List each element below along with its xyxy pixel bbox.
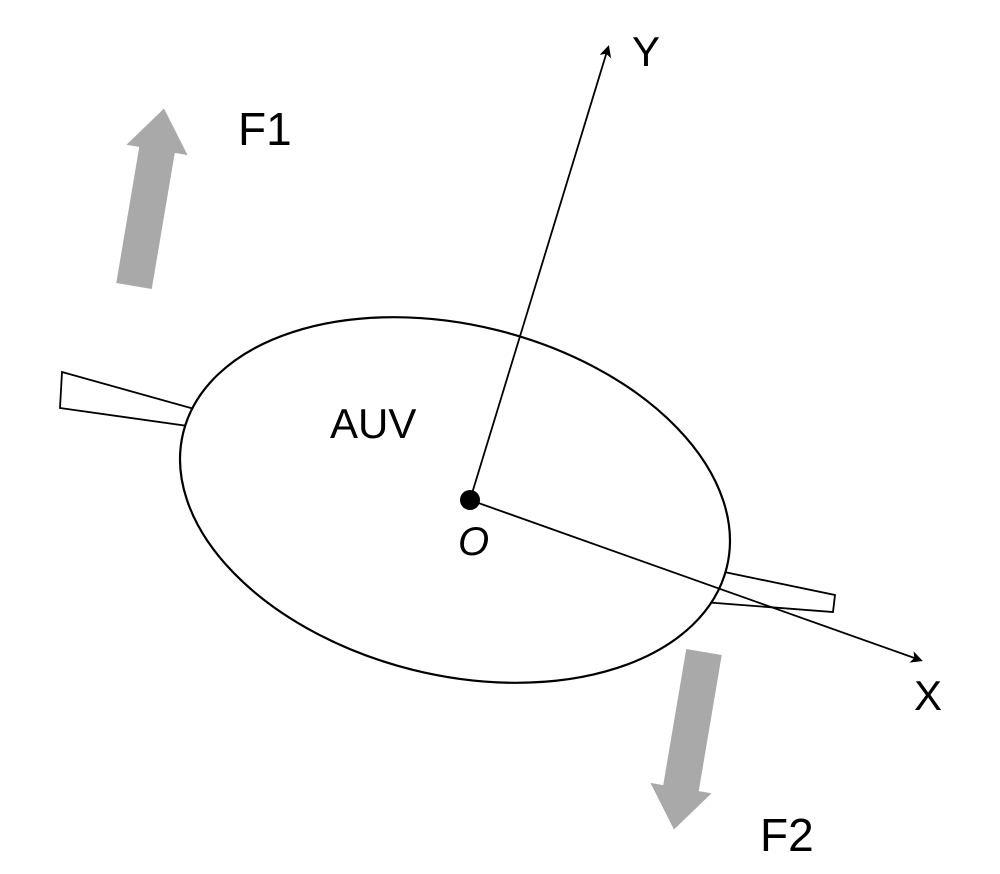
force-arrow-f2 <box>643 647 734 835</box>
auv-left-fin <box>60 372 198 427</box>
force-f2-label: F2 <box>760 808 814 862</box>
auv-body-ellipse <box>141 262 769 737</box>
origin-point <box>460 490 480 510</box>
auv-label: AUV <box>330 400 416 448</box>
force-f1-label: F1 <box>238 102 292 156</box>
x-axis-label: X <box>914 672 942 720</box>
force-arrow-f1 <box>103 103 194 291</box>
diagram-canvas <box>0 0 1000 874</box>
origin-label: O <box>458 520 489 565</box>
y-axis-label: Y <box>632 28 660 76</box>
